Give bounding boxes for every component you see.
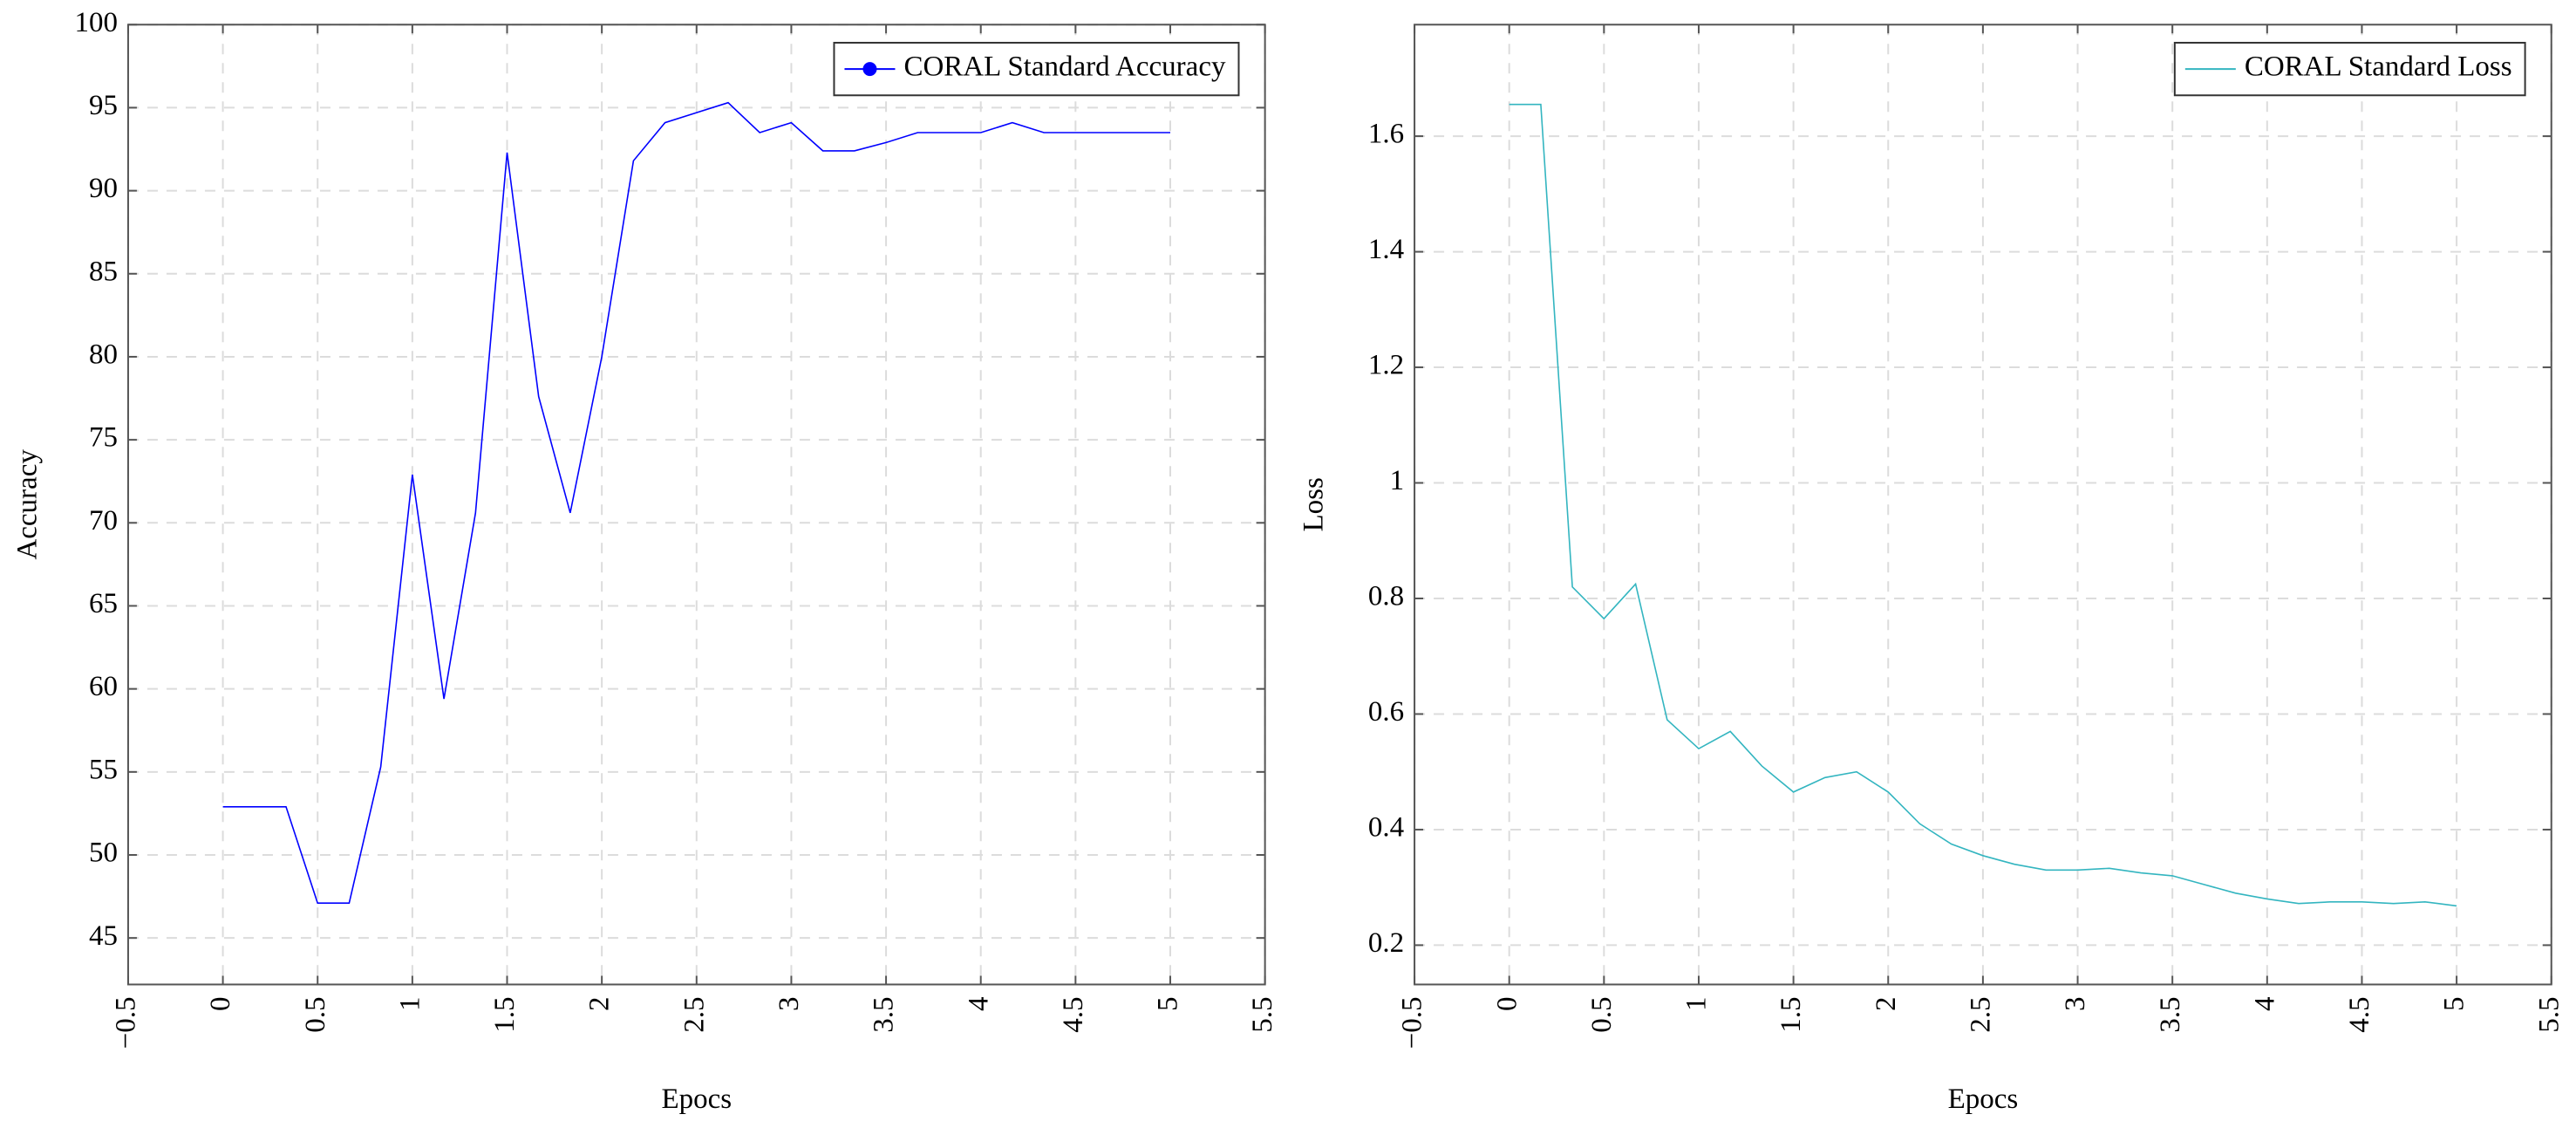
y-axis-label: Accuracy [11,449,43,560]
x-tick-label: 5.5 [2533,996,2565,1032]
x-tick-label: 4 [2249,996,2280,1011]
legend-label: CORAL Standard Accuracy [903,51,1226,83]
y-tick-label: 85 [89,256,118,287]
x-tick-label: 1 [394,996,426,1011]
y-tick-label: 0.8 [1368,581,1404,612]
x-axis-label: Epocs [661,1084,732,1115]
x-tick-label: 3 [773,996,805,1011]
x-tick-label: 2 [1871,996,1902,1011]
legend-marker [862,62,877,77]
x-tick-label: 5 [1153,996,1184,1011]
y-tick-label: 1.6 [1368,119,1404,150]
data-line [1509,103,2457,907]
legend-box [833,41,1240,97]
y-tick-label: 50 [89,837,118,869]
y-tick-label: 0.2 [1368,927,1404,959]
y-tick-label: 1.2 [1368,350,1404,381]
y-tick-label: 80 [89,339,118,371]
y-tick-label: 90 [89,173,118,204]
plot-frame [1414,24,2552,986]
x-tick-label: 4 [963,996,994,1011]
x-tick-label: 1 [1681,996,1713,1011]
x-tick-label: 0 [205,996,236,1011]
y-tick-label: 1.4 [1368,234,1404,265]
x-tick-label: −0.5 [1397,996,1428,1049]
y-axis-label: Loss [1298,477,1330,531]
x-tick-label: 5 [2439,996,2470,1011]
y-tick-label: 0.6 [1368,696,1404,728]
plot-frame [126,24,1266,986]
data-line [222,101,1170,904]
y-tick-label: 55 [89,754,118,785]
x-tick-label: 3 [2060,996,2091,1011]
x-tick-label: 1.5 [489,996,521,1032]
x-tick-label: 1.5 [1775,996,1807,1032]
legend: CORAL Standard Accuracy [833,41,1240,97]
y-tick-label: 65 [89,588,118,619]
y-tick-label: 1 [1390,465,1405,496]
y-tick-label: 70 [89,505,118,537]
x-tick-label: 3.5 [2155,996,2186,1032]
y-tick-label: 95 [89,90,118,121]
y-tick-label: 60 [89,671,118,702]
y-tick-label: 45 [89,920,118,952]
x-tick-label: 3.5 [869,996,900,1032]
x-tick-label: 0.5 [300,996,331,1032]
x-tick-label: 0.5 [1586,996,1618,1032]
y-tick-label: 75 [89,422,118,454]
x-tick-label: 5.5 [1247,996,1278,1032]
x-axis-label: Epocs [1948,1084,2019,1115]
y-tick-label: 100 [74,7,118,38]
x-tick-label: 0 [1491,996,1523,1011]
x-tick-label: −0.5 [111,996,142,1049]
y-tick-label: 0.4 [1368,812,1404,844]
x-tick-label: 2.5 [678,996,710,1032]
x-tick-label: 2 [584,996,616,1011]
legend-label: CORAL Standard Loss [2245,51,2512,83]
x-tick-label: 4.5 [2344,996,2375,1032]
x-tick-label: 4.5 [1058,996,1089,1032]
legend: CORAL Standard Loss [2173,41,2526,97]
x-tick-label: 2.5 [1965,996,1996,1032]
